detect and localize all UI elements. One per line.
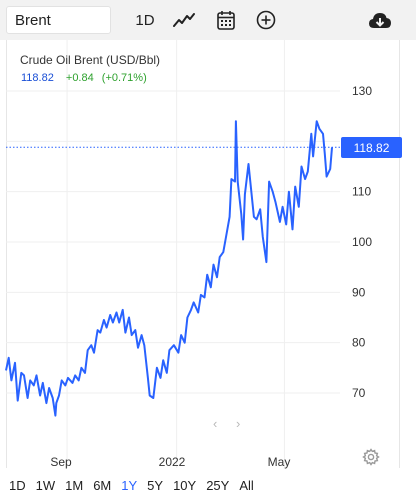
y-tick-label: 110 xyxy=(352,185,371,199)
range-button-all[interactable]: All xyxy=(239,477,254,493)
date-range-button[interactable] xyxy=(214,8,238,32)
range-button-1w[interactable]: 1W xyxy=(35,477,56,493)
range-button-1d[interactable]: 1D xyxy=(9,477,26,493)
scroll-left-arrow[interactable]: ‹ xyxy=(213,416,218,431)
cloud-download-icon xyxy=(369,13,391,28)
y-tick-label: 130 xyxy=(352,84,372,98)
toolbar: 1D xyxy=(0,0,416,40)
y-tick-label: 70 xyxy=(352,386,366,400)
range-button-25y[interactable]: 25Y xyxy=(206,477,230,493)
add-compare-icon xyxy=(256,10,276,30)
y-tick-label: 100 xyxy=(352,235,372,249)
last-price: 118.82 xyxy=(21,72,54,84)
gear-icon xyxy=(362,448,380,466)
download-button[interactable] xyxy=(366,8,394,32)
x-tick-label: 2022 xyxy=(159,455,186,469)
calendar-icon xyxy=(217,11,235,30)
chart-panel xyxy=(6,40,400,468)
interval-button[interactable]: 1D xyxy=(135,11,155,29)
price-series-line xyxy=(5,120,333,417)
range-button-1m[interactable]: 1M xyxy=(65,477,84,493)
range-button-1y[interactable]: 1Y xyxy=(121,477,138,493)
quote-row: 118.82 +0.84 (+0.71%) xyxy=(21,72,147,84)
settings-button[interactable] xyxy=(362,448,380,466)
x-tick-label: May xyxy=(268,455,291,469)
chart-title: Crude Oil Brent (USD/Bbl) xyxy=(20,53,161,67)
range-button-5y[interactable]: 5Y xyxy=(147,477,164,493)
current-price-badge: 118.82 xyxy=(341,137,402,159)
y-tick-label: 80 xyxy=(352,336,366,350)
price-change: +0.84 xyxy=(65,72,94,84)
range-button-10y[interactable]: 10Y xyxy=(173,477,197,493)
price-change-percent: (+0.71%) xyxy=(101,72,147,84)
y-tick-label: 90 xyxy=(352,285,366,299)
time-range-selector: 1D 1W 1M 6M 1Y 5Y 10Y 25Y All xyxy=(0,474,416,496)
symbol-search-input[interactable] xyxy=(6,6,111,34)
line-chart-icon xyxy=(173,13,195,27)
add-comparison-button[interactable] xyxy=(254,8,278,32)
x-tick-label: Sep xyxy=(50,455,72,469)
chart-type-button[interactable] xyxy=(171,8,197,32)
range-button-6m[interactable]: 6M xyxy=(93,477,112,493)
scroll-right-arrow[interactable]: › xyxy=(236,416,241,431)
